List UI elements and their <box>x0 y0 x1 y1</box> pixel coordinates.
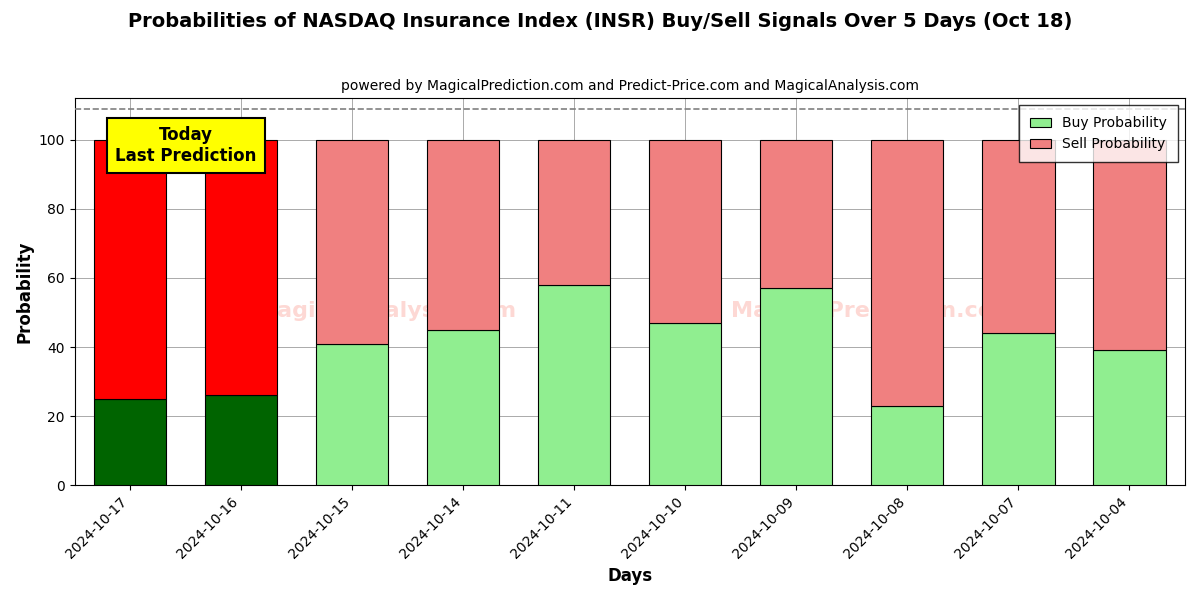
Bar <box>1093 350 1165 485</box>
Bar <box>427 330 499 485</box>
Bar <box>649 140 721 323</box>
X-axis label: Days: Days <box>607 567 653 585</box>
Y-axis label: Probability: Probability <box>16 241 34 343</box>
Bar <box>539 140 611 285</box>
Text: Probabilities of NASDAQ Insurance Index (INSR) Buy/Sell Signals Over 5 Days (Oct: Probabilities of NASDAQ Insurance Index … <box>128 12 1072 31</box>
Bar <box>427 140 499 330</box>
Bar <box>94 399 167 485</box>
Text: MagicalAnalysis.com: MagicalAnalysis.com <box>254 301 516 321</box>
Bar <box>983 140 1055 333</box>
Bar <box>316 140 389 344</box>
Bar <box>649 323 721 485</box>
Bar <box>316 344 389 485</box>
Bar <box>1093 140 1165 350</box>
Bar <box>761 288 833 485</box>
Bar <box>761 140 833 288</box>
Bar <box>871 140 943 406</box>
Bar <box>871 406 943 485</box>
Bar <box>983 333 1055 485</box>
Bar <box>205 395 277 485</box>
Bar <box>205 140 277 395</box>
Title: powered by MagicalPrediction.com and Predict-Price.com and MagicalAnalysis.com: powered by MagicalPrediction.com and Pre… <box>341 79 919 93</box>
Bar <box>539 285 611 485</box>
Text: MagicalPrediction.com: MagicalPrediction.com <box>732 301 1016 321</box>
Bar <box>94 140 167 399</box>
Text: Today
Last Prediction: Today Last Prediction <box>115 126 257 165</box>
Legend: Buy Probability, Sell Probability: Buy Probability, Sell Probability <box>1019 105 1178 163</box>
